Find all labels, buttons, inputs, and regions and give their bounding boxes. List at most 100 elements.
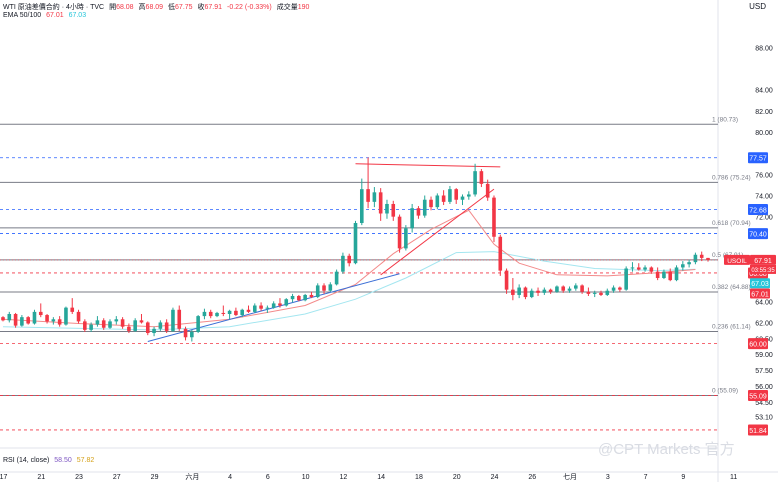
price-line-tag [748, 424, 768, 436]
candle-body [485, 183, 490, 198]
y-tick-label: 57.50 [755, 368, 773, 375]
rsi-value: 58.50 [54, 457, 72, 464]
price-line-tag-label: 60.00 [749, 342, 767, 349]
open-label: 開 [109, 4, 117, 11]
rsi-label: RSI (14, close) [3, 457, 50, 464]
y-tick-label: 56.00 [755, 384, 773, 391]
x-tick-label: 7 [644, 474, 648, 481]
x-tick-label: 六月 [185, 472, 199, 481]
candle-body [215, 312, 219, 317]
candle-body [290, 296, 295, 300]
ema50-tag [750, 288, 770, 299]
candle-body [492, 197, 496, 237]
candle-body [32, 311, 37, 324]
y-tick-label: 84.00 [755, 88, 773, 95]
candle-body [404, 228, 408, 249]
symbol-info: WTI 原油差價合約 · 4小時 · TVC [3, 4, 105, 11]
ema100-tag-label: 67.03 [751, 281, 769, 288]
candle-body [322, 285, 326, 291]
trendline [355, 163, 501, 168]
y-tick-label: 88.00 [755, 45, 773, 52]
candle-body [498, 236, 503, 271]
y-tick-label: 54.50 [755, 400, 773, 407]
candle-body [599, 292, 603, 295]
low-label: 低 [168, 4, 176, 11]
candle-body [517, 287, 521, 295]
candle-body [643, 267, 647, 270]
candle-body [385, 203, 389, 214]
candle-body [454, 189, 459, 200]
chart-header: WTI 原油差價合約 · 4小時 · TVC 開68.08 高68.09 低67… [3, 2, 312, 12]
candle-body [145, 322, 150, 334]
candle-body [592, 292, 597, 294]
x-tick-label: 11 [730, 474, 737, 481]
y-tick-label: 74.00 [755, 194, 773, 201]
last-price-tag-label: 67.91 [754, 258, 772, 265]
candle-body [252, 305, 257, 312]
candle-body [574, 285, 578, 289]
candle-body [674, 267, 679, 281]
candle-body [271, 303, 276, 308]
x-tick-label: 27 [113, 474, 121, 481]
x-tick-label: 9 [681, 474, 685, 481]
rsi-legend[interactable]: RSI (14, close) 58.50 57.82 [3, 457, 97, 464]
candle-body [89, 324, 93, 330]
candle-body [397, 216, 402, 249]
candle-body [681, 264, 685, 268]
candle-body [561, 286, 566, 291]
x-tick-label: 6 [266, 474, 270, 481]
candle-body [51, 319, 56, 322]
candle-body [523, 287, 528, 298]
candle-body [529, 290, 534, 298]
price-line-tag-label: 55.09 [749, 394, 767, 401]
candle-body [372, 192, 377, 202]
currency-label: USD [749, 2, 766, 11]
fib-level-label: 0.382 (64.88) [712, 284, 751, 291]
candle-body [378, 192, 383, 214]
candle-body [473, 171, 477, 195]
price-line-tag [748, 338, 768, 350]
candle-body [706, 257, 710, 260]
candle-body [555, 286, 559, 292]
candle-body [26, 317, 30, 324]
x-tick-label: 18 [415, 474, 423, 481]
y-tick-label: 72.00 [755, 215, 773, 222]
candle-body [649, 267, 654, 272]
trendline [380, 188, 495, 276]
candle-body [341, 255, 345, 272]
candle-body [366, 189, 370, 202]
candle-body [416, 208, 421, 216]
candle-body [278, 303, 282, 306]
candle-body [164, 322, 169, 331]
last-price-tag [750, 254, 776, 265]
x-tick-label: 3 [606, 474, 610, 481]
candle-body [265, 307, 270, 309]
price-line-tag [748, 228, 768, 240]
candle-body [227, 310, 232, 314]
fib-level-label: 1 (80.73) [712, 116, 738, 123]
candle-body [662, 271, 666, 279]
candle-body [618, 287, 622, 290]
candle-body [542, 289, 547, 293]
y-tick-label: 59.00 [755, 352, 773, 359]
low-value: 67.75 [175, 4, 193, 11]
candle-body [183, 328, 188, 338]
candle-body [309, 294, 314, 298]
ema100-value: 67.03 [68, 12, 87, 19]
close-label: 收 [197, 4, 205, 11]
candle-body [391, 203, 396, 217]
price-line-tag-label: 77.57 [749, 156, 767, 163]
ema-legend[interactable]: EMA 50/100 67.01 67.03 [3, 12, 89, 19]
candle-body [246, 309, 251, 312]
candle-body [511, 289, 515, 295]
candle-body [221, 312, 226, 314]
candle-body [580, 285, 584, 292]
candle-body [410, 208, 414, 229]
x-tick-label: 29 [151, 474, 159, 481]
countdown-tag [750, 264, 776, 274]
candle-body [13, 313, 18, 326]
watermark: @CPT Markets 官方 [598, 441, 735, 458]
candle-body [630, 267, 635, 269]
y-tick-label: 62.00 [755, 320, 773, 327]
